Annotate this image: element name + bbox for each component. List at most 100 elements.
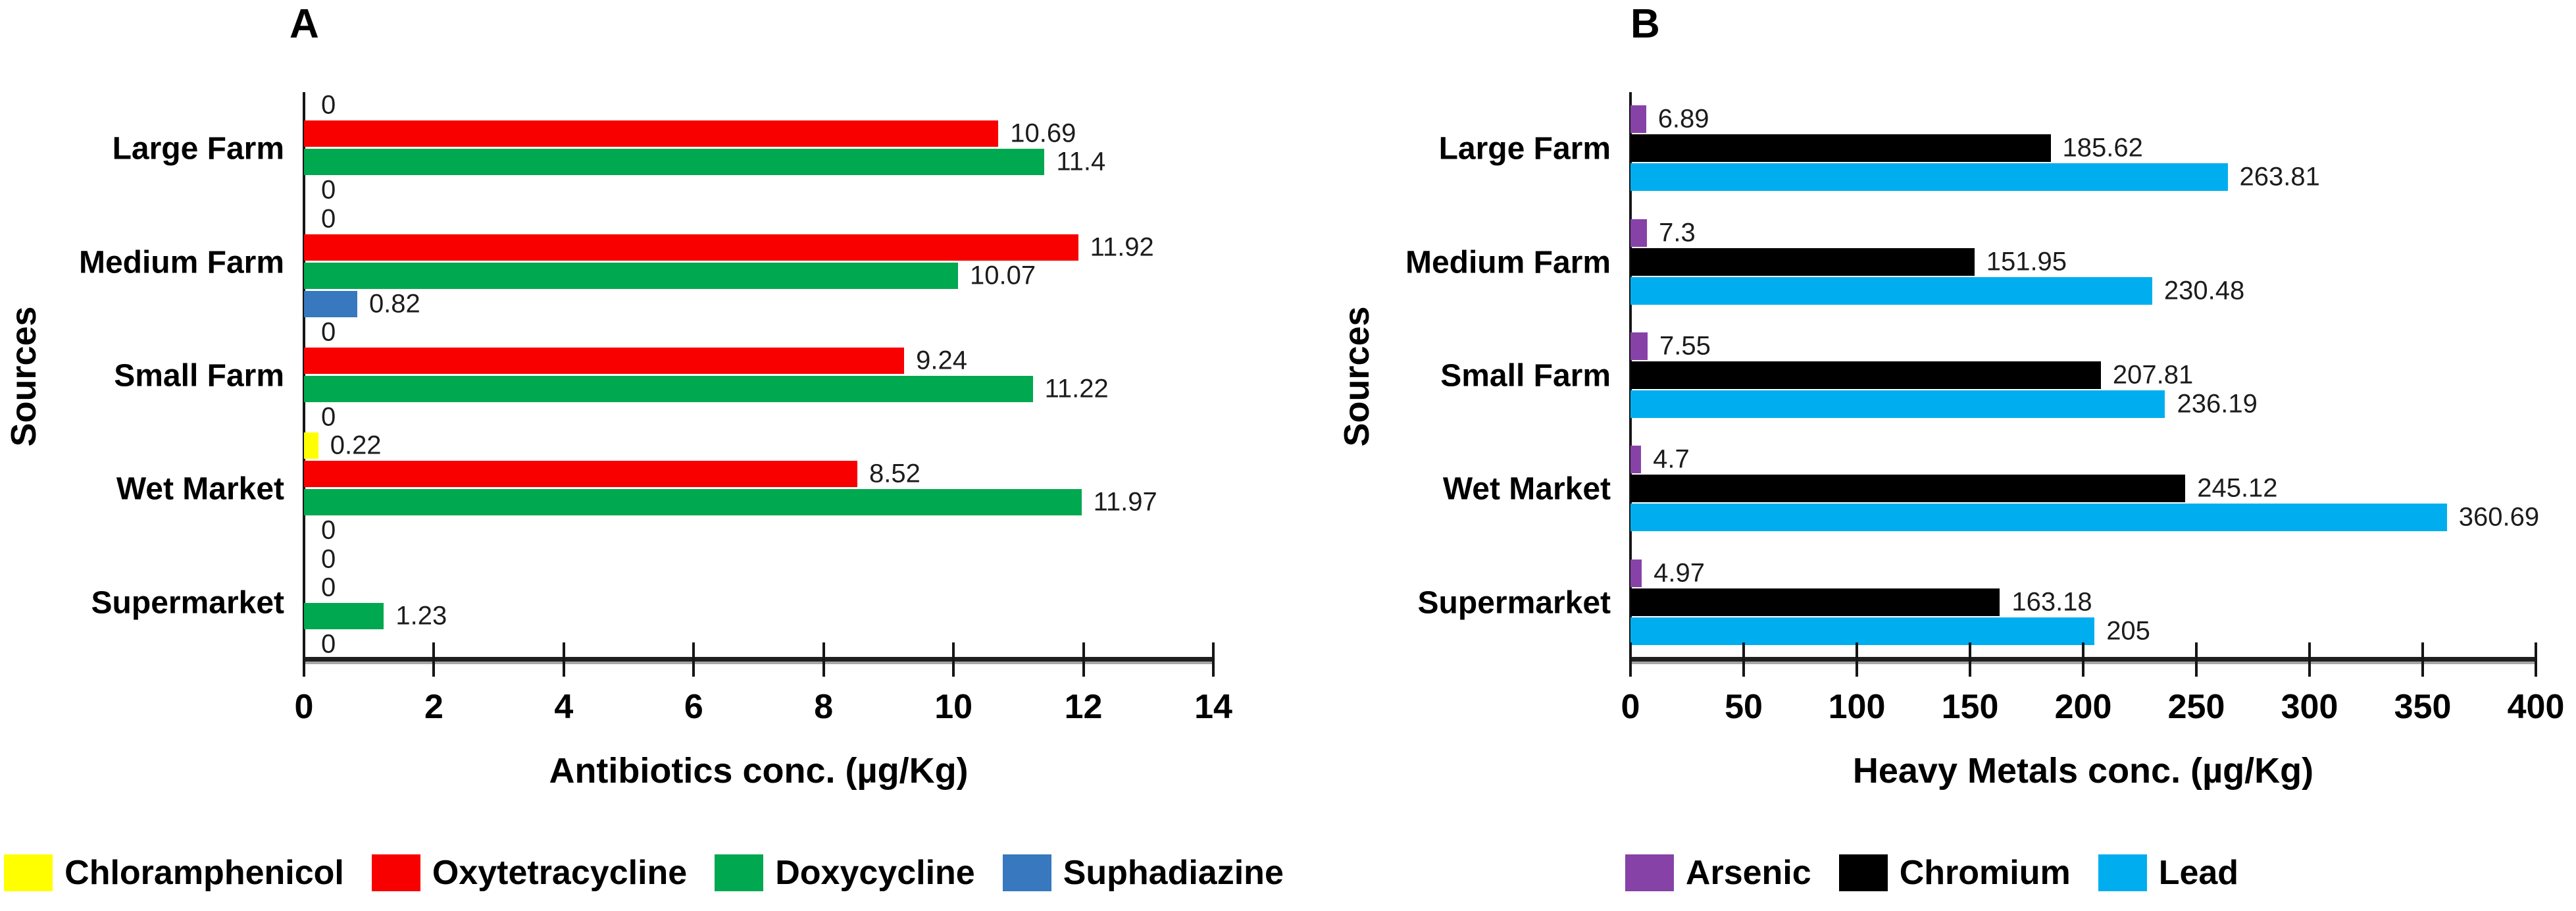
bar-value-label: 7.55 bbox=[1659, 331, 1711, 361]
bar-oxytetracycline bbox=[304, 461, 858, 488]
bar-arsenic bbox=[1630, 559, 1642, 587]
x-tick bbox=[1969, 642, 1971, 677]
bar-row: 236.19 bbox=[1630, 389, 2536, 419]
bar-value-label: 245.12 bbox=[2197, 473, 2278, 503]
x-tick-label: 100 bbox=[1828, 688, 1886, 726]
category-label: Large Farm bbox=[112, 131, 284, 167]
bar-value-label: 205 bbox=[2106, 616, 2150, 646]
bar-value-label: 0 bbox=[321, 402, 336, 432]
bar-group: 7.55 207.81 236.19 bbox=[1630, 319, 2536, 432]
category-label: Supermarket bbox=[91, 585, 284, 621]
bar-value-label: 0 bbox=[321, 573, 336, 602]
bar-row: 9.24 bbox=[304, 346, 1213, 376]
category-label: Small Farm bbox=[114, 358, 284, 394]
x-tick-label: 10 bbox=[934, 688, 973, 726]
x-axis-title: Heavy Metals conc. (µg/Kg) bbox=[1852, 751, 2314, 791]
bar-value-label: 10.07 bbox=[970, 261, 1036, 290]
bar-doxycycline bbox=[304, 375, 1033, 402]
panel-label: A bbox=[290, 1, 319, 47]
legend-item: Arsenic bbox=[1625, 854, 1811, 891]
plot-area: 6.89 185.62 263.81 Large Farm 7.3 151.95 230.4… bbox=[1288, 0, 2576, 911]
bar-value-label: 8.52 bbox=[869, 459, 921, 488]
x-tick-label: 400 bbox=[2507, 688, 2565, 726]
bar-oxytetracycline bbox=[304, 347, 905, 374]
bar-chromium bbox=[1630, 361, 2101, 389]
bar-row: 0 bbox=[304, 629, 1213, 660]
x-tick bbox=[1742, 642, 1745, 677]
bar-value-label: 230.48 bbox=[2163, 276, 2245, 305]
x-tick-label: 6 bbox=[684, 688, 703, 726]
bar-chromium bbox=[1630, 475, 2186, 503]
bar-value-label: 6.89 bbox=[1657, 104, 1709, 134]
bar-value-label: 9.24 bbox=[916, 346, 967, 375]
legend-item: Chromium bbox=[1838, 854, 2071, 892]
bar-oxytetracycline bbox=[304, 120, 999, 147]
x-tick bbox=[692, 642, 695, 677]
bar-value-label: 0 bbox=[321, 317, 336, 347]
bar-value-label: 1.23 bbox=[395, 601, 447, 631]
category-label: Wet Market bbox=[1442, 471, 1611, 507]
bar-group: 0 10.69 11.4 0 bbox=[304, 91, 1213, 205]
legend-item: Chloramphenicol bbox=[4, 854, 344, 891]
x-tick-label: 14 bbox=[1194, 688, 1232, 726]
bar-value-label: 185.62 bbox=[2062, 133, 2143, 163]
x-tick bbox=[822, 642, 825, 677]
bar-value-label: 10.69 bbox=[1010, 118, 1076, 148]
x-tick bbox=[952, 642, 955, 677]
legend-swatch-suphadiazine bbox=[1002, 854, 1051, 891]
bar-value-label: 11.97 bbox=[1093, 487, 1157, 517]
category-label: Small Farm bbox=[1440, 358, 1611, 394]
bar-row: 6.89 bbox=[1630, 105, 2536, 134]
bar-group: 6.89 185.62 263.81 bbox=[1630, 92, 2536, 205]
bar-row: 0.82 bbox=[304, 289, 1213, 319]
x-tick bbox=[1629, 642, 1632, 677]
category-label: Supermarket bbox=[1417, 585, 1611, 621]
x-tick-label: 350 bbox=[2394, 688, 2452, 726]
x-tick bbox=[2308, 642, 2311, 677]
bar-row: 10.69 bbox=[304, 118, 1213, 149]
x-tick-label: 150 bbox=[1941, 688, 1999, 726]
bar-value-label: 0 bbox=[321, 204, 336, 234]
x-tick bbox=[2082, 642, 2084, 677]
legend-item: Suphadiazine bbox=[1002, 854, 1284, 892]
x-tick bbox=[2535, 642, 2537, 677]
bar-row: 0 bbox=[304, 317, 1213, 348]
bar-chloramphenicol bbox=[304, 432, 318, 459]
bar-value-label: 11.4 bbox=[1056, 147, 1106, 176]
legend-label: Chromium bbox=[1899, 854, 2071, 892]
bar-chromium bbox=[1630, 134, 2051, 163]
bar-lead bbox=[1630, 163, 2228, 192]
x-tick-label: 4 bbox=[554, 688, 574, 726]
bar-lead bbox=[1630, 276, 2152, 305]
panel-label: B bbox=[1630, 1, 1660, 47]
legend-label: Chloramphenicol bbox=[64, 854, 344, 892]
bar-row: 0.22 bbox=[304, 431, 1213, 461]
bar-group: 7.3 151.95 230.48 bbox=[1630, 205, 2536, 319]
bar-row: 0 bbox=[304, 516, 1213, 546]
bar-arsenic bbox=[1630, 446, 1642, 474]
category-label: Large Farm bbox=[1438, 131, 1611, 167]
legend-item: Lead bbox=[2098, 854, 2238, 891]
bar-row: 11.22 bbox=[304, 374, 1213, 404]
bar-doxycycline bbox=[304, 262, 959, 289]
bar-suphadiazine bbox=[304, 290, 357, 317]
bar-value-label: 11.22 bbox=[1044, 374, 1109, 403]
bar-arsenic bbox=[1630, 332, 1648, 360]
bar-value-label: 263.81 bbox=[2239, 162, 2320, 192]
legend: Arsenic Chromium Lead bbox=[1288, 853, 2576, 893]
bar-value-label: 0 bbox=[321, 175, 336, 205]
chart-panel-a: A Sources 0 10.69 11.4 0 Large Farm 0 11.92 10.… bbox=[4, 1, 1284, 892]
bar-chromium bbox=[1630, 247, 1975, 276]
category-label: Wet Market bbox=[116, 471, 284, 507]
bar-row: 0 bbox=[304, 544, 1213, 575]
legend-label: Suphadiazine bbox=[1063, 854, 1284, 892]
legend-swatch-lead bbox=[2098, 854, 2147, 891]
x-axis-line bbox=[304, 657, 1213, 664]
bar-row: 1.23 bbox=[304, 601, 1213, 631]
bar-value-label: 4.97 bbox=[1654, 558, 1705, 588]
category-label: Medium Farm bbox=[78, 245, 284, 280]
bar-row: 7.55 bbox=[1630, 331, 2536, 361]
legend-label: Oxytetracycline bbox=[432, 854, 688, 892]
bar-row: 263.81 bbox=[1630, 163, 2536, 192]
